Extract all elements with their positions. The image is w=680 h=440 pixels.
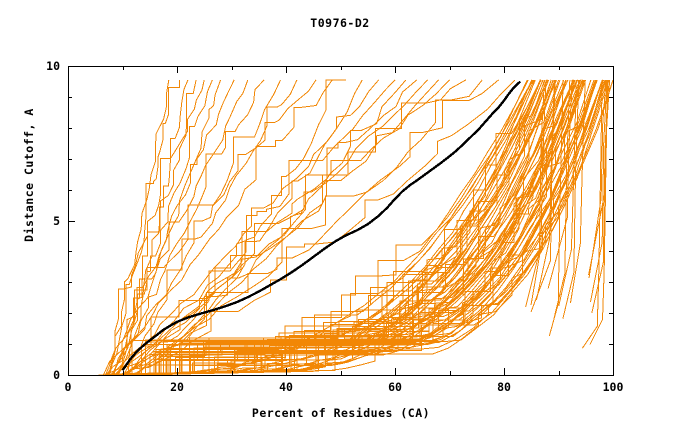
series-curve (123, 79, 298, 376)
series-curve (105, 79, 282, 376)
series-curve (109, 79, 317, 376)
series-curve (530, 79, 547, 306)
series-curve (118, 79, 516, 376)
series-curve (115, 79, 604, 376)
y-tick-label: 5 (53, 213, 60, 228)
series-curve (102, 79, 333, 376)
series-curve (125, 79, 586, 376)
y-tick-label: 0 (53, 368, 60, 382)
curves-layer (98, 79, 614, 376)
series-curve (548, 79, 564, 336)
x-tick-label: 40 (279, 380, 293, 394)
series-curve (588, 79, 611, 276)
series-curve (132, 79, 407, 376)
series-curve (535, 79, 555, 301)
series-curve (530, 79, 556, 313)
series-curve (126, 79, 363, 376)
series-curve (109, 79, 181, 376)
x-tick-label: 60 (388, 380, 402, 394)
x-tick-label: 100 (602, 380, 624, 394)
x-tick-label: 20 (170, 380, 184, 394)
y-tick-label: 10 (46, 59, 60, 73)
series-curve (589, 79, 608, 345)
x-axis-label: Percent of Residues (CA) (251, 406, 431, 420)
series-curve (562, 79, 580, 319)
series-curve (123, 79, 396, 376)
series-curve (104, 79, 170, 376)
series-curve (98, 79, 574, 376)
series-curve (581, 79, 603, 349)
series-curve (119, 79, 614, 376)
series-curve (127, 79, 346, 376)
series-curve (558, 79, 577, 307)
series-curve (591, 79, 609, 314)
series-curve (117, 79, 197, 376)
series-curve (122, 79, 499, 376)
series-curve (588, 79, 607, 278)
series-curve (569, 79, 586, 303)
series-curve (111, 79, 610, 376)
series-curve (127, 79, 429, 376)
page-title: T0976-D2 (310, 16, 370, 30)
series-curve (127, 79, 189, 376)
series-curve (525, 79, 545, 308)
x-tick-label: 0 (64, 380, 72, 394)
series-curve (109, 79, 380, 376)
series-curve (111, 79, 213, 376)
series-curve (547, 79, 573, 289)
series-curve (121, 80, 522, 372)
series-curve (111, 79, 249, 376)
axes-layer (67, 65, 615, 377)
series-curve (129, 79, 607, 376)
series-curve (113, 79, 235, 376)
series-curve (107, 79, 205, 376)
series-curve (117, 79, 265, 376)
x-tick-label: 80 (497, 380, 511, 394)
series-curve (113, 79, 450, 376)
series-curve (589, 79, 608, 303)
